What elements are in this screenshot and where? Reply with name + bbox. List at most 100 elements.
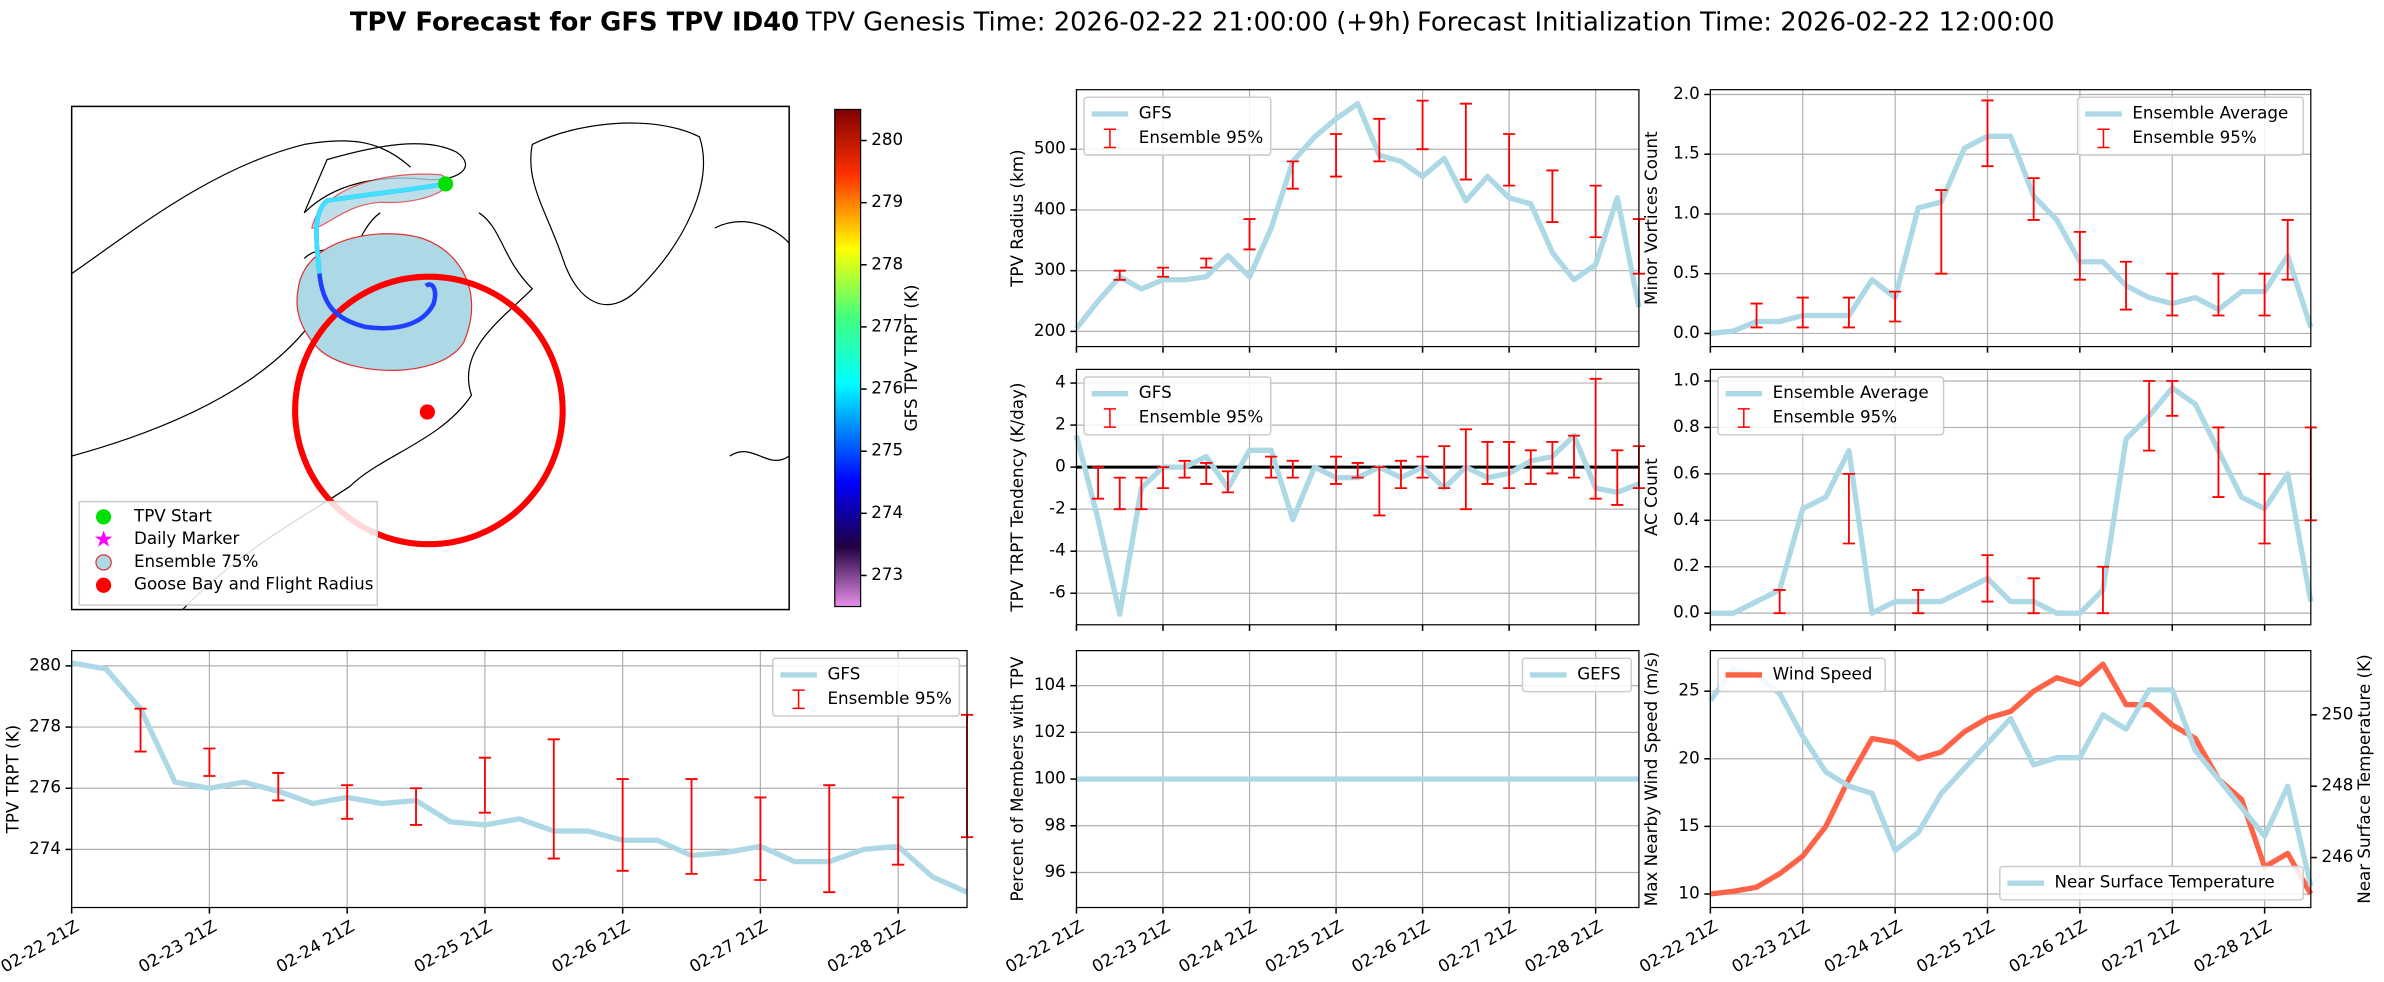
init-time: Forecast Initialization Time: 2026-02-22… xyxy=(1417,7,2055,37)
y-tick-label: 15 xyxy=(1678,815,1699,835)
panel: 0.0 0.5 1.0 1.5 2.0 Minor Vortices Count Ensem… xyxy=(1641,83,2314,353)
y-tick-label: 200 xyxy=(1034,320,1066,340)
error-bar xyxy=(1459,428,1472,511)
y-axis-label: TPV TRPT (K) xyxy=(2,725,22,835)
panel: -6 -4 -2 0 2 4 TPV TRPT Tendency (K/day) GFS Ens… xyxy=(1007,368,1645,631)
y-tick-label: 500 xyxy=(1034,138,1066,158)
plot-frame xyxy=(1075,650,1640,909)
y-tick-label: 300 xyxy=(1034,259,1066,279)
error-bar xyxy=(341,784,354,820)
error-bar xyxy=(1092,466,1105,500)
error-bar xyxy=(1200,257,1213,269)
legend-label: Wind Speed xyxy=(1773,663,1873,683)
legend-box xyxy=(2076,96,2304,156)
error-bar xyxy=(1912,589,1925,615)
x-tick-label: 02-23 21Z xyxy=(135,916,220,977)
error-bar xyxy=(478,756,491,814)
legend-box xyxy=(1717,657,1886,693)
error-bar xyxy=(1546,169,1559,223)
x-tick-label: 02-25 21Z xyxy=(1261,916,1346,977)
y-tick-label: 102 xyxy=(1034,721,1066,741)
y-tick-label: 0.4 xyxy=(1673,509,1700,529)
y-tick-label: 0.0 xyxy=(1673,322,1700,342)
error-bar xyxy=(1416,455,1429,479)
error-bar xyxy=(409,787,423,826)
plot-frame xyxy=(71,650,968,909)
colorbar-tick-label: 279 xyxy=(871,191,903,211)
error-bar xyxy=(1546,440,1559,475)
x-tick-label: 02-24 21Z xyxy=(1175,916,1260,977)
legend-box xyxy=(1083,96,1272,156)
plot-frame xyxy=(1709,89,2312,348)
y-tick-label: 104 xyxy=(1034,674,1066,694)
error-bar xyxy=(1589,377,1602,500)
legend-label: GFS xyxy=(1139,103,1172,123)
legend-label: Daily Marker xyxy=(134,528,240,548)
error-bar xyxy=(1889,290,1902,323)
legend-swatch xyxy=(2097,128,2110,149)
x-tick-label: 02-22 21Z xyxy=(1002,916,1087,977)
legend-label: Ensemble 95% xyxy=(827,688,951,708)
x-tick-label: 02-26 21Z xyxy=(1348,916,1433,977)
error-bar xyxy=(272,772,285,802)
error-bar xyxy=(1524,449,1537,485)
error-bar xyxy=(1589,184,1602,239)
error-bar xyxy=(1503,440,1516,490)
y-axis-label: Max Nearby Wind Speed (m/s) xyxy=(1641,652,1661,906)
map-frame xyxy=(70,105,790,611)
legend-label: GEFS xyxy=(1577,663,1620,683)
y-tick-label: 25 xyxy=(1678,680,1699,700)
error-bar xyxy=(1113,476,1126,511)
error-bar xyxy=(754,796,767,881)
error-bar xyxy=(685,778,698,875)
x-tick-label: 02-28 21Z xyxy=(2190,916,2275,977)
panel: 02-22 21Z 02-23 21Z 02-24 21Z 02-25 21Z 02-2… xyxy=(0,650,974,977)
legend-box xyxy=(771,657,961,717)
y-tick-label: 2 xyxy=(1055,414,1066,434)
colorbar-tick-label: 277 xyxy=(871,315,903,335)
x-tick-label: 02-23 21Z xyxy=(1728,916,1813,977)
x-tick-label: 02-27 21Z xyxy=(1434,916,1519,977)
error-bar xyxy=(2258,272,2271,317)
error-bar xyxy=(1842,472,1856,545)
x-tick-label: 02-25 21Z xyxy=(1913,916,1998,977)
genesis-time: TPV Genesis Time: 2026-02-22 21:00:00 (+… xyxy=(805,7,1411,37)
x-tick-label: 02-24 21Z xyxy=(272,916,357,977)
y-tick-label: 20 xyxy=(1678,747,1699,767)
error-bar xyxy=(1156,266,1170,278)
y-tick-label: 0.6 xyxy=(1673,462,1700,482)
legend-label: Ensemble 95% xyxy=(1773,407,1897,427)
legend-box xyxy=(1521,657,1633,693)
error-bar xyxy=(1286,459,1299,479)
y2-tick-label: 246 xyxy=(2321,846,2353,866)
error-bar xyxy=(2143,380,2156,452)
error-bar xyxy=(1178,459,1191,479)
error-bar xyxy=(823,784,836,894)
y-tick-label: -6 xyxy=(1049,582,1066,602)
y2-axis-label: Near Surface Temperature (K) xyxy=(2354,654,2374,903)
error-bar xyxy=(616,778,629,872)
error-bar xyxy=(2212,272,2225,317)
panel: 02-22 21Z 02-23 21Z 02-24 21Z 02-25 21Z 02-2… xyxy=(1636,650,2374,977)
x-tick-label: 02-28 21Z xyxy=(823,916,908,977)
error-bar xyxy=(2027,177,2040,221)
y-tick-label: 4 xyxy=(1055,372,1066,392)
y2-tick-label: 250 xyxy=(2321,703,2353,723)
y-axis-label: TPV Radius (km) xyxy=(1007,149,1027,287)
x-tick-label: 02-22 21Z xyxy=(1636,916,1721,977)
y-axis-label: Percent of Members with TPV xyxy=(1007,656,1027,902)
colorbar-tick-label: 274 xyxy=(871,502,903,522)
error-bar xyxy=(1329,455,1343,485)
error-bar xyxy=(1611,449,1624,506)
x-tick-label: 02-25 21Z xyxy=(410,916,495,977)
series-line xyxy=(71,660,969,895)
error-bar xyxy=(1981,99,1994,168)
error-bar xyxy=(1329,133,1343,178)
x-tick-label: 02-26 21Z xyxy=(2005,916,2090,977)
y-tick-label: 400 xyxy=(1034,198,1066,218)
error-bar xyxy=(1981,554,1994,603)
x-tick-label: 02-27 21Z xyxy=(686,916,771,977)
y-tick-label: -2 xyxy=(1049,498,1066,518)
plot-frame xyxy=(1709,650,2312,909)
